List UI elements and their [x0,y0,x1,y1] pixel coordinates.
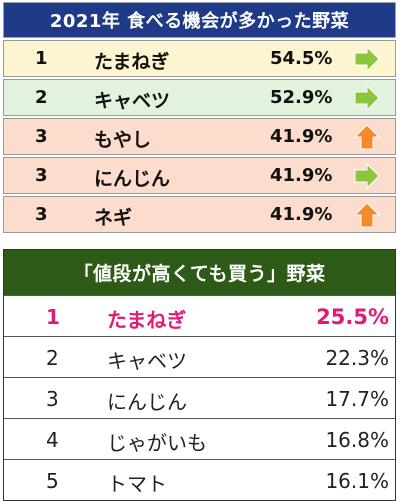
percentage-value: 41.9% [270,126,333,147]
rank-number: 4 [46,428,59,452]
percentage-value: 52.9% [270,87,333,108]
table-row: 2 キャベツ 52.9% [3,79,396,116]
arrow-right-icon [354,84,380,112]
rank-number: 3 [46,387,59,411]
table1-rows: 1 たまねぎ 54.5% 2 キャベツ 52.9% 3 もやし 41.9% 3 にんじん 41.9% 3… [3,40,396,233]
percentage-value: 41.9% [270,204,333,225]
vegetable-premium-table: 「値段が高くても買う」野菜 1 たまねぎ 25.5% 2 キャベツ 22.3% 3 にんじん 1… [3,249,396,501]
table-row: 4 じゃがいも 16.8% [4,418,395,459]
vegetable-name: キャベツ [94,90,171,112]
table-row: 1 たまねぎ 54.5% [3,40,396,77]
vegetable-name: トマト [107,472,167,496]
percentage-value: 22.3% [325,346,389,370]
table-row: 1 たまねぎ 25.5% [4,295,395,336]
table-row: 3 もやし 41.9% [3,118,396,155]
percentage-value: 41.9% [270,165,333,186]
rank-number: 3 [35,165,48,186]
rank-number: 1 [46,305,60,329]
table-row: 5 トマト 16.1% [4,459,395,500]
arrow-up-icon [353,202,381,228]
table2-title: 「値段が高くても買う」野菜 [4,250,395,295]
arrow-right-icon [354,162,380,190]
rank-number: 5 [46,469,59,493]
rank-number: 3 [35,126,48,147]
rank-number: 2 [46,346,59,370]
rank-number: 2 [35,87,48,108]
percentage-value: 25.5% [316,305,389,329]
table-row: 3 ネギ 41.9% [3,196,396,233]
vegetable-name: たまねぎ [107,308,187,332]
arrow-right-icon [354,45,380,73]
table-row: 3 にんじん 41.9% [3,157,396,194]
percentage-value: 16.8% [325,428,389,452]
vegetable-frequency-table: 2021年 食べる機会が多かった野菜 1 たまねぎ 54.5% 2 キャベツ 52.9% 3… [3,2,396,233]
table1-title: 2021年 食べる機会が多かった野菜 [3,2,396,38]
percentage-value: 54.5% [270,48,333,69]
vegetable-name: たまねぎ [94,51,170,73]
vegetable-name: キャベツ [107,349,187,373]
table-row: 3 にんじん 17.7% [4,377,395,418]
vegetable-name: にんじん [107,390,187,414]
rank-number: 3 [35,204,48,225]
table-row: 2 キャベツ 22.3% [4,336,395,377]
arrow-up-icon [353,124,381,150]
percentage-value: 17.7% [325,387,389,411]
vegetable-name: もやし [94,129,152,151]
vegetable-name: じゃがいも [107,431,207,455]
vegetable-name: ネギ [94,207,133,229]
percentage-value: 16.1% [325,469,389,493]
table2-rows: 1 たまねぎ 25.5% 2 キャベツ 22.3% 3 にんじん 17.7% 4 じゃがいも 16.8… [4,295,395,500]
rank-number: 1 [35,48,48,69]
vegetable-name: にんじん [94,168,171,190]
